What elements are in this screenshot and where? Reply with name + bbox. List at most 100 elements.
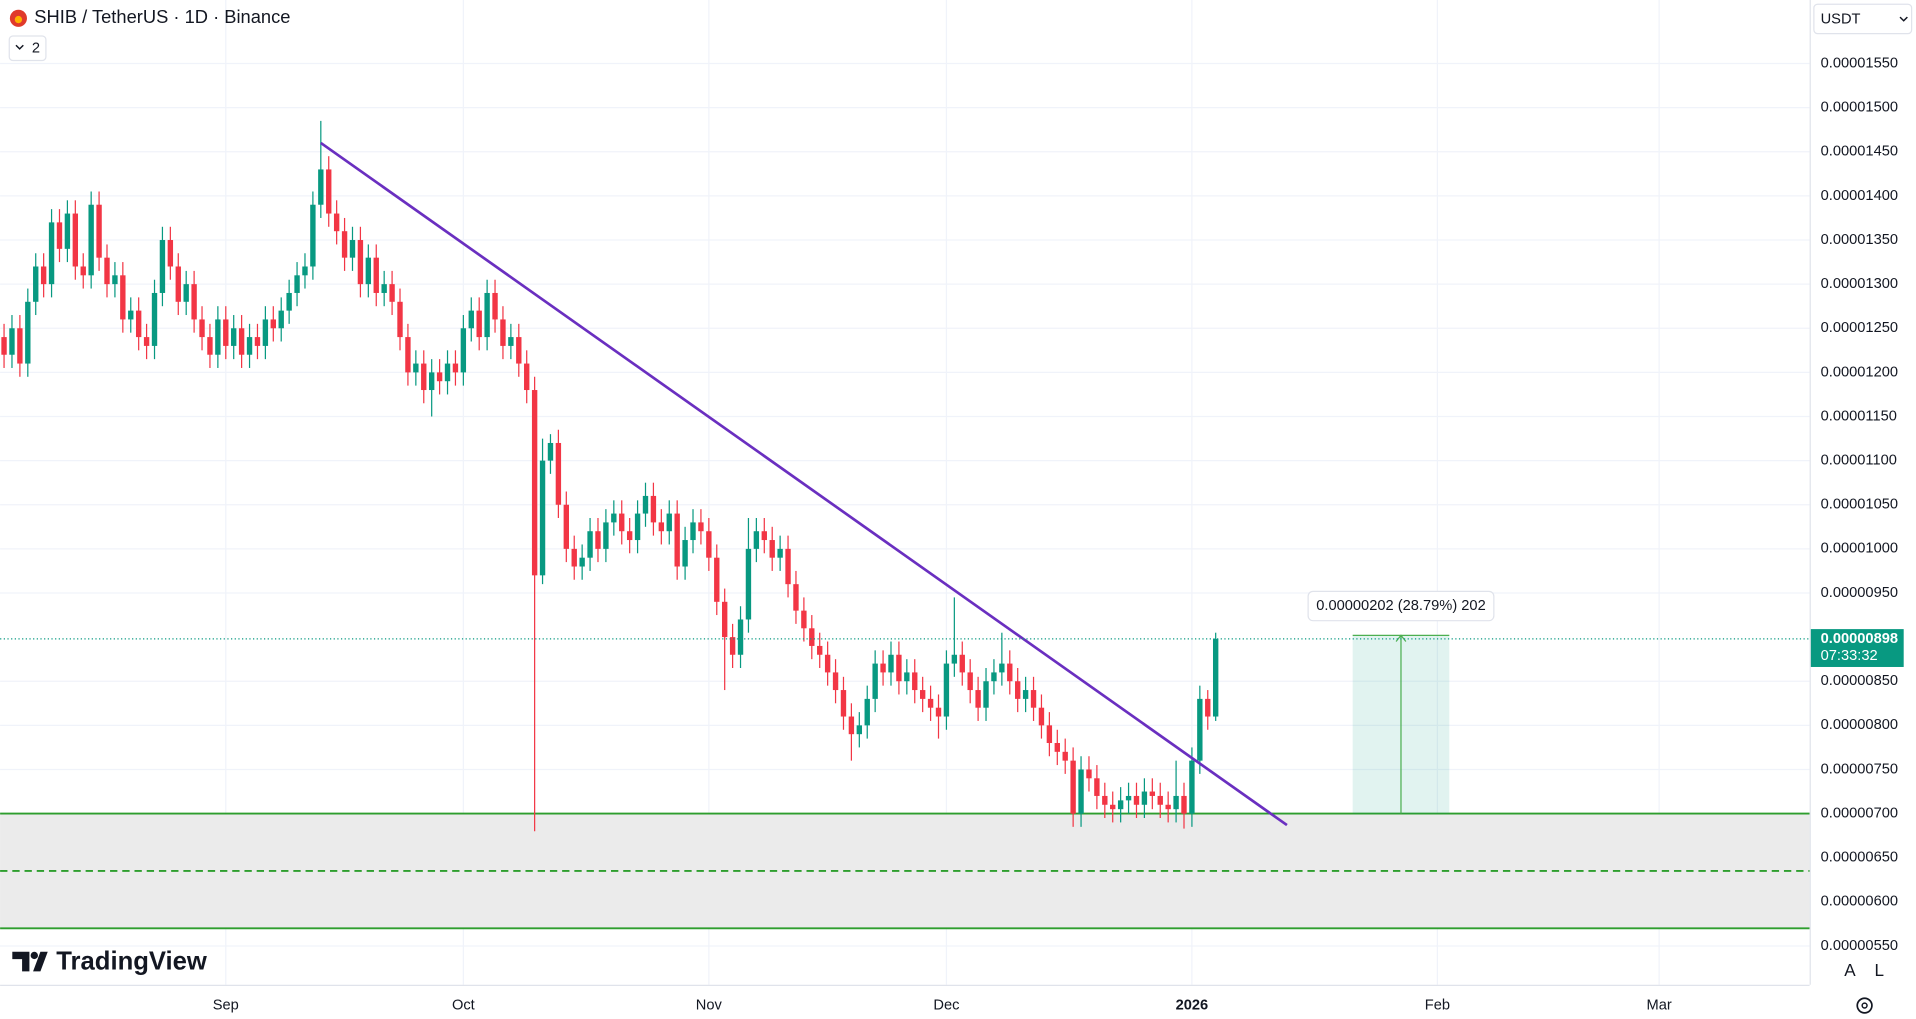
- candle-body: [927, 698, 934, 708]
- candle-body: [674, 513, 680, 567]
- candle-body: [484, 292, 490, 338]
- symbol-icon-face: [14, 15, 23, 24]
- candle-body: [33, 266, 39, 302]
- candle-body: [563, 504, 569, 549]
- y-tick-label: 0.00001350: [1821, 232, 1898, 248]
- candle-body: [444, 363, 451, 382]
- candle-body: [1054, 743, 1060, 752]
- candle-body: [191, 284, 197, 320]
- candle-body: [56, 222, 63, 249]
- scale-button-label[interactable]: L: [1874, 961, 1884, 980]
- scale-button-label[interactable]: A: [1844, 961, 1856, 980]
- y-tick-label: 0.00000850: [1821, 673, 1898, 689]
- candle-body: [785, 548, 791, 585]
- candle-body: [17, 328, 23, 364]
- candle-body: [864, 698, 870, 726]
- candle-body: [555, 442, 562, 505]
- candle-body: [96, 204, 102, 258]
- settings-icon[interactable]: [1856, 997, 1873, 1014]
- currency-select[interactable]: [1813, 3, 1913, 35]
- candle-body: [1038, 707, 1045, 726]
- candle-body: [9, 328, 15, 355]
- scale-button[interactable]: [1836, 957, 1864, 983]
- candle-body: [809, 628, 815, 646]
- candle-body: [1165, 804, 1171, 810]
- candle-body: [547, 442, 554, 461]
- candle-body: [104, 257, 110, 285]
- candle-body: [706, 531, 712, 558]
- candle-body: [373, 257, 379, 293]
- candle-body: [405, 337, 411, 373]
- candle-body: [603, 522, 609, 549]
- candle-body: [215, 319, 221, 355]
- candle-body: [1141, 791, 1148, 805]
- candle-body: [626, 531, 633, 541]
- candle-body: [294, 275, 300, 293]
- candle-body: [595, 531, 601, 549]
- candle-body: [722, 601, 728, 638]
- y-tick-label: 0.00000650: [1821, 850, 1898, 866]
- candle-body: [611, 513, 617, 523]
- indicator-count[interactable]: 2: [32, 41, 40, 57]
- candle-body: [246, 337, 253, 355]
- brand-name: TradingView: [56, 948, 207, 976]
- candle-body: [1197, 698, 1203, 761]
- y-tick-label: 0.00001100: [1821, 453, 1897, 469]
- measure-label: 0.00000202 (28.79%) 202: [1316, 598, 1486, 614]
- candle-body: [571, 548, 577, 567]
- candle-body: [801, 610, 807, 629]
- candle-body: [531, 390, 538, 576]
- candle-body: [753, 531, 760, 549]
- candle-body: [516, 337, 522, 364]
- last-price-label: 0.00000898: [1821, 631, 1898, 647]
- candle-body: [539, 460, 546, 576]
- candle-body: [642, 495, 649, 514]
- candle-body: [500, 319, 506, 346]
- candle-body: [872, 663, 878, 699]
- candle-body: [452, 363, 459, 373]
- candle-body: [943, 663, 950, 717]
- candle-body: [238, 328, 245, 355]
- candle-body: [286, 292, 292, 311]
- candle-body: [112, 275, 118, 285]
- candle-body: [159, 240, 166, 293]
- candle-body: [666, 513, 672, 532]
- candle-body: [278, 310, 284, 329]
- x-tick-label: Oct: [452, 997, 475, 1013]
- candle-body: [88, 204, 94, 276]
- candle-body: [904, 672, 910, 682]
- y-tick-label: 0.00000750: [1821, 761, 1898, 777]
- candle-body: [824, 654, 831, 673]
- candle-body: [1133, 795, 1140, 805]
- plot-area: 0.00000202 (28.79%) 202: [0, 0, 1810, 985]
- candle-body: [1157, 795, 1163, 805]
- candle-body: [183, 284, 189, 302]
- candle-body: [254, 337, 261, 346]
- candle-body: [428, 372, 435, 391]
- candle-body: [761, 531, 767, 541]
- candle-body: [476, 310, 482, 338]
- candle-body: [1086, 769, 1092, 779]
- candle-body: [698, 522, 704, 532]
- candle-body: [880, 663, 886, 673]
- candle-body: [729, 637, 736, 655]
- candle-body: [817, 645, 823, 655]
- currency-label[interactable]: USDT: [1821, 11, 1861, 27]
- candle-body: [302, 266, 308, 276]
- candle-body: [1205, 698, 1211, 717]
- candle-body: [840, 690, 847, 717]
- candle-body: [223, 319, 229, 346]
- candle-body: [151, 292, 158, 346]
- candle-body: [175, 266, 181, 302]
- indicator-toggle[interactable]: [8, 35, 47, 62]
- candle-body: [1030, 690, 1037, 708]
- candle-body: [262, 319, 269, 346]
- candle-body: [492, 292, 498, 320]
- candle-body: [634, 513, 641, 541]
- candle-body: [1173, 795, 1179, 810]
- y-tick-label: 0.00001450: [1821, 144, 1898, 160]
- candle-body: [959, 654, 965, 673]
- y-tick-label: 0.00001200: [1821, 364, 1898, 380]
- y-tick-label: 0.00000700: [1821, 805, 1898, 821]
